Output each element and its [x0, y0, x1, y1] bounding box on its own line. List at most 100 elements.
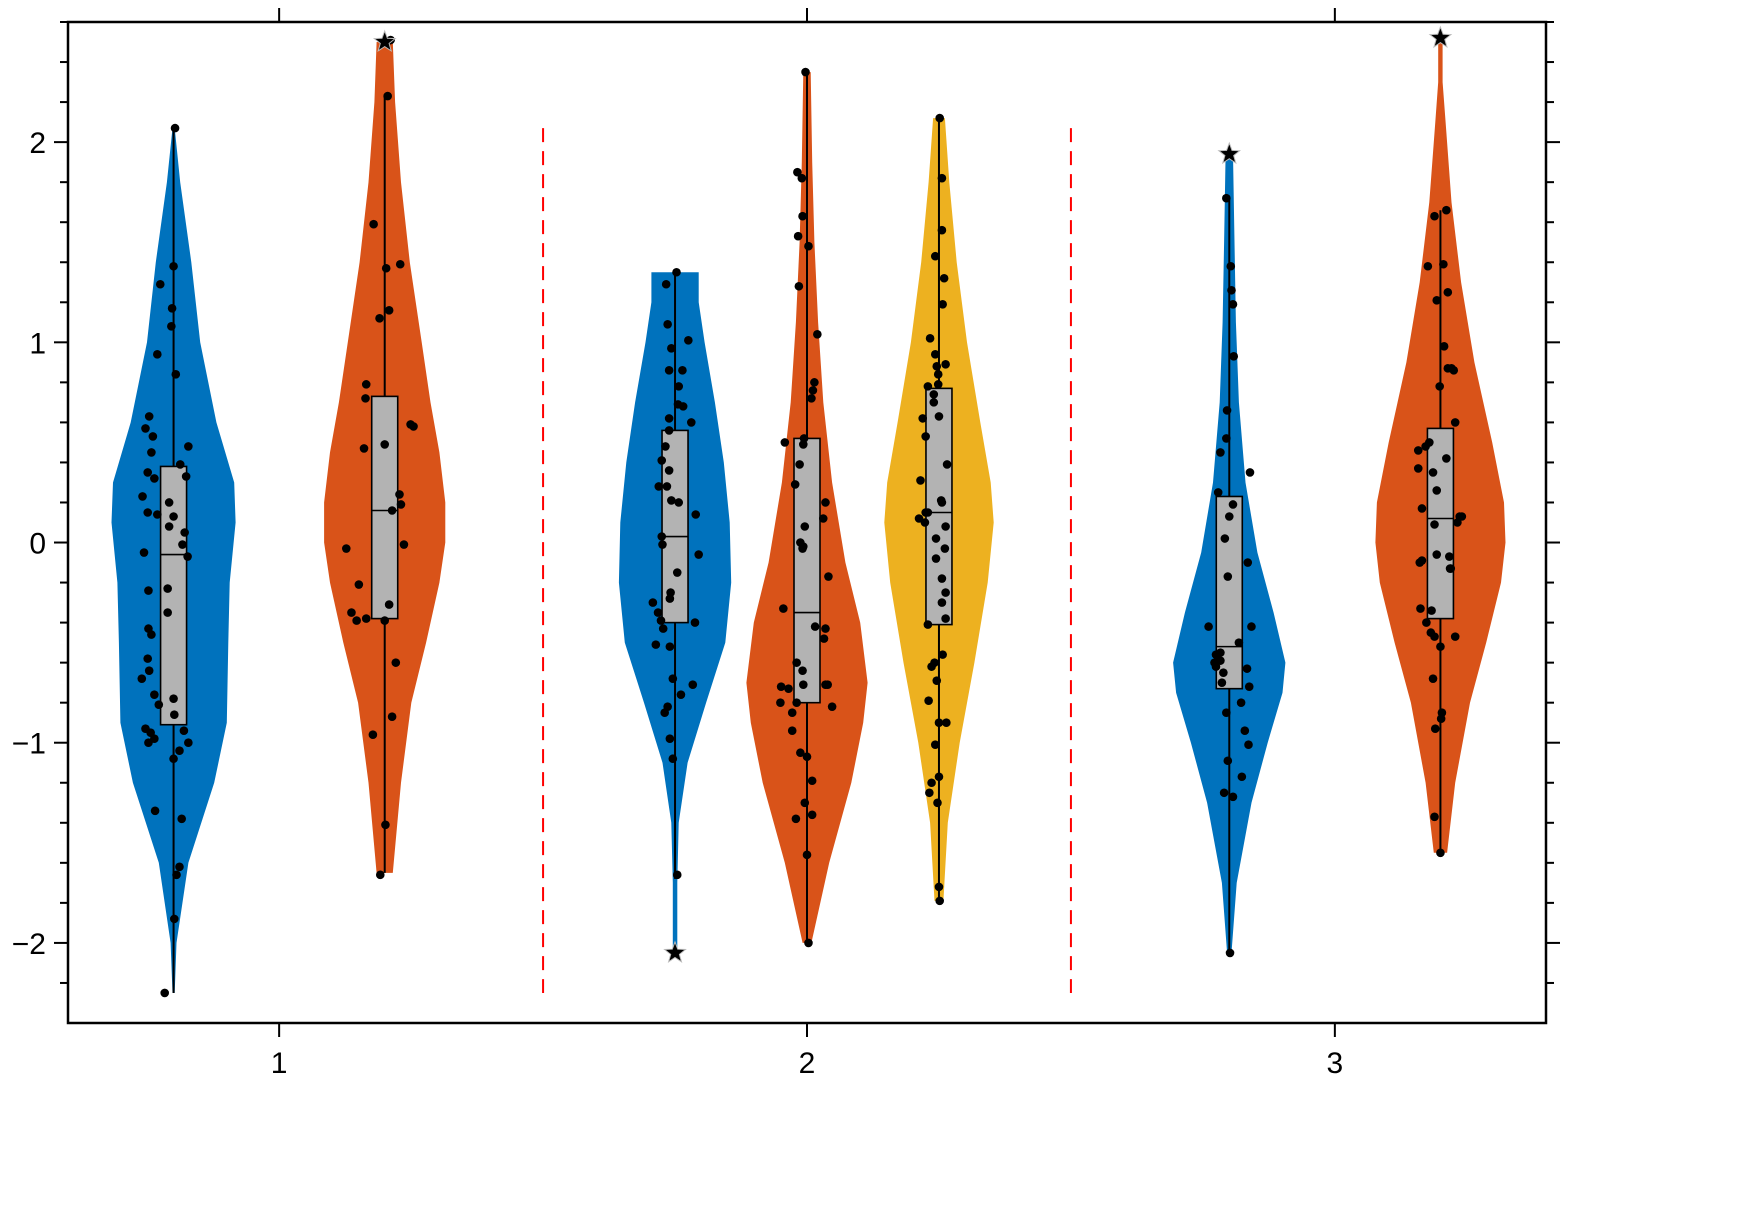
data-point — [144, 586, 153, 595]
data-point — [1244, 682, 1254, 691]
data-point — [1227, 285, 1236, 295]
data-point — [396, 500, 406, 509]
data-point — [1417, 504, 1427, 513]
data-point — [668, 754, 678, 764]
data-point — [139, 548, 149, 557]
data-point — [1228, 792, 1238, 802]
data-point — [1416, 604, 1425, 613]
data-point — [661, 442, 670, 451]
data-point — [1444, 552, 1454, 561]
data-point — [169, 694, 178, 703]
data-point — [381, 820, 390, 830]
data-point — [941, 360, 950, 369]
data-point — [654, 482, 664, 491]
axes: −2 −1 0 1 2 1 2 3 — [12, 8, 1560, 1080]
data-point — [163, 608, 172, 617]
data-point — [180, 528, 189, 537]
data-point — [790, 480, 800, 489]
data-point — [672, 568, 682, 577]
data-point — [1425, 438, 1434, 447]
data-point — [923, 382, 933, 391]
data-point — [937, 173, 947, 183]
data-point — [1226, 261, 1236, 271]
data-point — [676, 690, 686, 699]
data-point — [929, 390, 939, 399]
data-point — [399, 540, 409, 549]
data-point — [1450, 632, 1460, 641]
data-point — [138, 492, 147, 501]
boxplots — [159, 72, 1455, 993]
outlier-star-icon — [1428, 25, 1453, 49]
data-point — [667, 344, 676, 353]
data-point — [923, 620, 933, 629]
data-point — [1449, 366, 1459, 375]
data-point — [375, 870, 385, 880]
data-point — [384, 305, 394, 315]
data-point — [1211, 662, 1221, 671]
data-point — [1222, 193, 1231, 203]
data-point — [179, 726, 189, 736]
data-point — [1443, 287, 1453, 297]
data-point — [796, 748, 805, 758]
data-point — [163, 584, 172, 593]
data-point — [780, 438, 790, 447]
data-point — [1428, 674, 1438, 683]
data-point — [933, 380, 943, 389]
data-point — [818, 514, 828, 523]
data-point — [352, 616, 361, 625]
data-point — [147, 448, 156, 457]
data-point — [1222, 708, 1231, 717]
data-point — [661, 279, 671, 289]
data-point — [1243, 558, 1253, 567]
box-5 — [925, 387, 953, 626]
data-point — [819, 634, 829, 643]
data-point — [925, 334, 935, 343]
data-point — [1430, 211, 1439, 221]
data-point — [658, 540, 667, 549]
data-point — [691, 510, 701, 519]
outlier-markers — [372, 25, 1453, 963]
data-point — [1223, 572, 1233, 581]
data-point — [391, 658, 401, 667]
data-point — [153, 350, 162, 359]
data-point — [930, 350, 940, 359]
y-tick-label: −1 — [12, 728, 46, 761]
data-point — [1439, 342, 1449, 351]
data-point — [808, 386, 818, 395]
data-point — [153, 510, 162, 519]
data-point — [1244, 740, 1253, 750]
data-point — [169, 754, 178, 764]
group-separators — [542, 128, 1072, 993]
data-point — [930, 740, 940, 750]
data-point — [175, 460, 185, 469]
x-tick-label: 1 — [271, 1047, 288, 1080]
data-point — [175, 862, 184, 872]
data-point — [169, 261, 178, 271]
outlier-star-icon — [663, 940, 687, 963]
data-point — [1237, 772, 1247, 782]
data-point — [144, 412, 154, 421]
data-point — [935, 113, 945, 123]
data-point — [1439, 259, 1448, 269]
data-point — [167, 303, 177, 313]
data-point — [1442, 454, 1451, 463]
data-point — [341, 544, 351, 553]
data-point — [1436, 848, 1445, 858]
data-point — [807, 394, 816, 403]
data-point — [384, 600, 394, 609]
data-point — [672, 267, 681, 277]
data-point — [1228, 299, 1238, 309]
data-point — [170, 914, 179, 924]
data-point — [942, 718, 951, 727]
data-point — [934, 882, 944, 892]
data-point — [807, 810, 817, 820]
y-tick-label: 2 — [29, 127, 46, 160]
data-point — [664, 466, 674, 475]
data-point — [169, 512, 178, 521]
data-point — [170, 710, 179, 719]
data-point — [792, 698, 801, 707]
data-point — [1413, 464, 1423, 473]
data-point — [813, 330, 822, 339]
data-point — [1228, 500, 1238, 509]
